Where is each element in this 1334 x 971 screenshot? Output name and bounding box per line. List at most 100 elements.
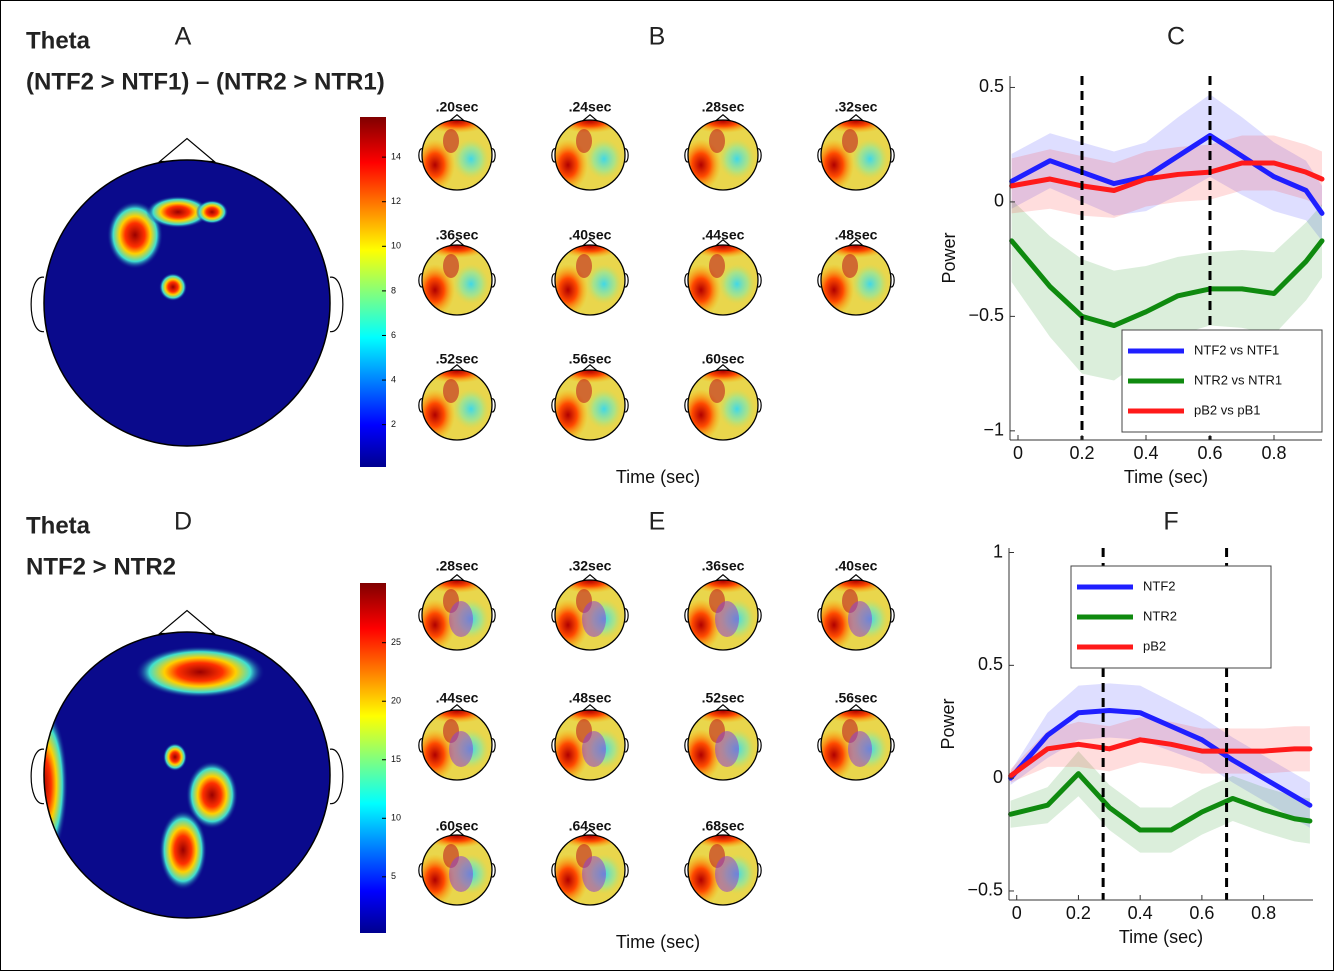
topomap-fill [688,120,758,190]
y-tick-label: 0 [994,191,1004,211]
ear [757,863,762,878]
topomap-small [684,363,762,441]
head-outline [554,709,626,781]
panel-letter: A [175,23,192,51]
head-outline [820,244,892,316]
activation [689,710,757,723]
topomap-small [418,113,496,191]
topomap-large [30,137,344,447]
topomap-fill [44,160,330,446]
ear [817,738,822,753]
activation [556,710,624,723]
topomap-fill [688,370,758,440]
topomap-small [684,238,762,316]
topomap-fill [44,632,330,918]
y-tick-label: 0 [993,767,1003,787]
activation [556,245,624,258]
ear [890,738,895,753]
ear [757,273,762,288]
activation [556,580,624,593]
time-label: .60sec [436,818,479,834]
ear [418,863,423,878]
ear [491,608,496,623]
topomap-fill [555,370,625,440]
ear [329,276,344,333]
markers [582,731,606,767]
topomap-fill [422,580,492,650]
scalp [44,632,330,918]
activation [423,370,491,383]
topomap-small [418,573,496,651]
activation [709,254,725,278]
ear [418,738,423,753]
time-label: .28sec [436,558,479,574]
ear [30,748,45,805]
ear [684,863,689,878]
activation [196,200,228,224]
time-label: .52sec [436,351,479,367]
ear [757,148,762,163]
legend-label: NTF2 vs NTF1 [1194,342,1279,357]
colorbar-tick-label: 15 [391,754,401,764]
time-label: .52sec [702,690,745,706]
ear [684,273,689,288]
y-tick-label: −0.5 [967,880,1003,900]
activation [423,120,491,133]
markers [848,601,872,637]
activation [842,254,858,278]
markers [715,856,739,892]
activation [822,245,890,258]
x-tick-label: 0 [1013,443,1023,463]
head-outline [421,244,493,316]
head-outline [687,709,759,781]
ear [551,608,556,623]
activation [852,139,888,179]
time-label: .56sec [835,690,878,706]
activation [689,245,757,258]
activation [423,710,491,723]
nose [158,609,216,635]
activation [576,254,592,278]
ear [890,608,895,623]
series-line [1008,707,1313,808]
ear [418,148,423,163]
head-outline [554,244,626,316]
ear [551,398,556,413]
topomap-fill [821,120,891,190]
y-tick-label: −0.5 [968,305,1004,325]
ear [418,608,423,623]
series-line [1009,160,1325,193]
y-tick-label: 1 [993,541,1003,561]
panel-letter: E [649,508,666,536]
axis-title: Time (sec) [616,932,700,952]
ear [491,148,496,163]
ear [684,608,689,623]
colorbar-tick-label: 10 [391,813,401,823]
topomap-small [817,703,895,781]
topomap-fill [555,120,625,190]
topomap-small [551,363,629,441]
head-outline [421,119,493,191]
head-outline [820,119,892,191]
ear [890,148,895,163]
ear [624,148,629,163]
head-outline [687,834,759,906]
ear [329,748,344,805]
topomap-fill [555,710,625,780]
activation [556,120,624,133]
head-outline [421,369,493,441]
legend-label: NTR2 [1143,608,1177,623]
markers [715,601,739,637]
ear [491,863,496,878]
activation [135,646,265,698]
head-outline [554,579,626,651]
topomap-fill [688,580,758,650]
activation [822,120,890,133]
topomap-small [551,573,629,651]
ear [491,398,496,413]
band-label: Theta [26,512,91,539]
x-axis-title: Time (sec) [1124,467,1208,487]
head-outline [554,834,626,906]
activation [159,273,187,301]
colorbar-tick-label: 6 [391,330,396,340]
